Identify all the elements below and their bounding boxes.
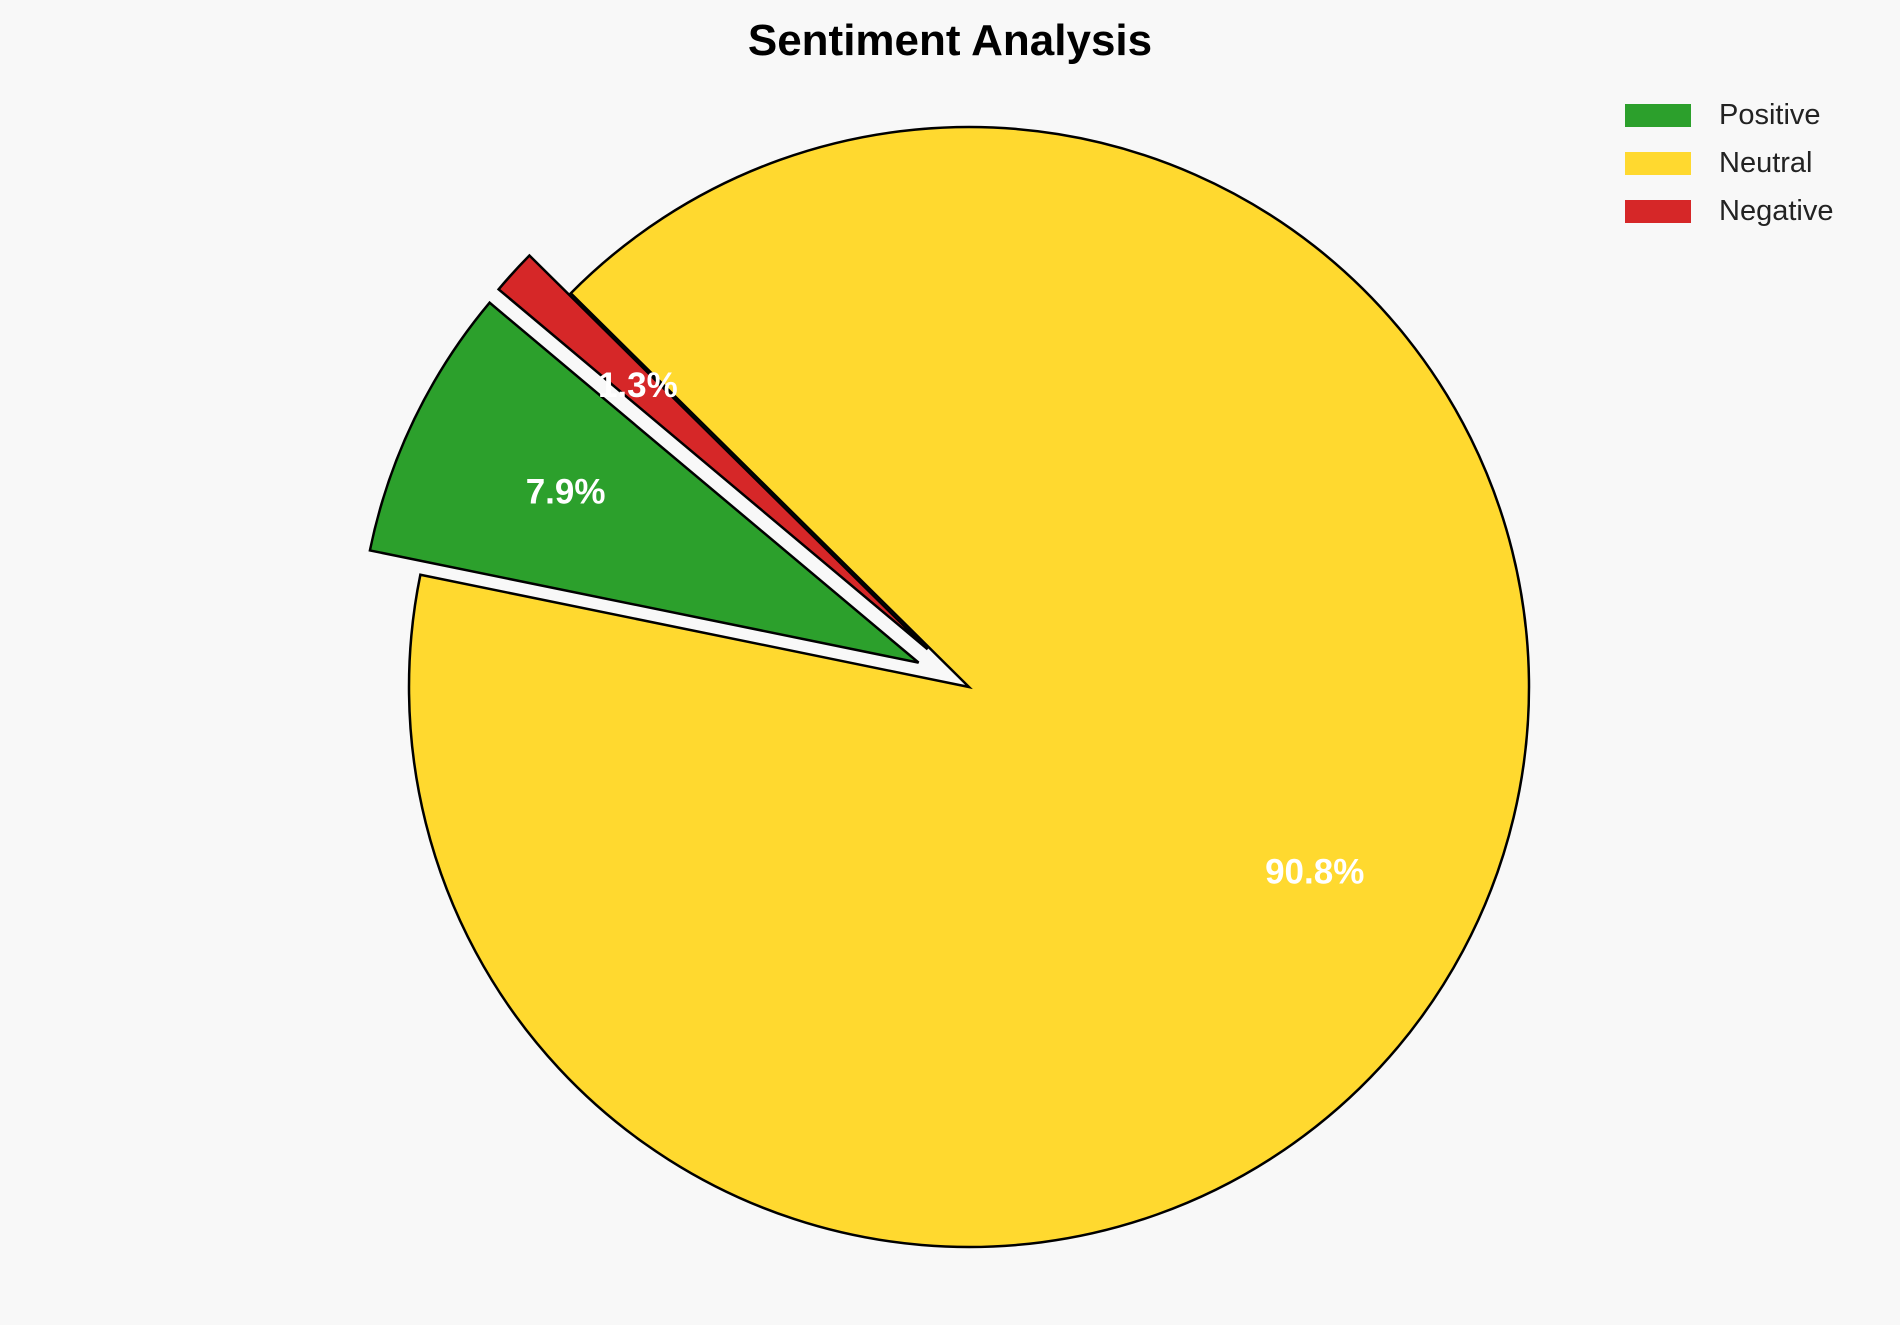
chart-title: Sentiment Analysis [748,16,1152,65]
legend-swatch-positive [1625,104,1691,127]
legend-swatch-neutral [1625,152,1691,175]
legend-swatch-negative [1625,200,1691,223]
pie-wedge-neutral [407,125,1531,1249]
pct-label-neutral: 90.8% [1265,852,1364,891]
pie-wedges [368,125,1531,1249]
pie-wedge-negative [496,253,929,651]
legend-label-negative: Negative [1719,195,1833,227]
pct-label-negative: 1.3% [598,366,678,405]
legend-label-positive: Positive [1719,99,1821,131]
legend-label-neutral: Neutral [1719,147,1813,179]
pie-wedge-positive [368,300,920,664]
legend: Positive Neutral Negative [1625,99,1833,227]
pie-labels: 7.9% 90.8% 1.3% [526,366,1365,891]
pct-label-positive: 7.9% [526,473,606,512]
